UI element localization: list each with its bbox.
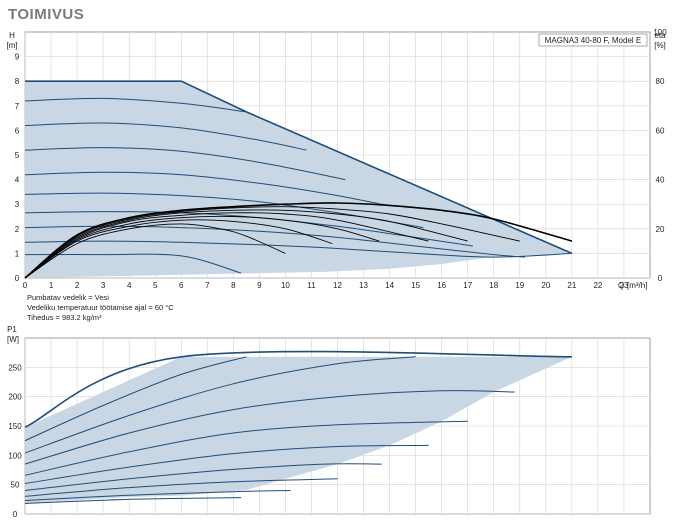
head-y-tick-label: 3 [15,200,20,209]
efficiency-curve-2 [24,219,333,279]
head-y-tick-label: 7 [15,102,20,111]
x-axis-label-unit: [m³/h] [627,281,647,290]
head-y-tick-label: 1 [15,249,20,258]
head-curve-1 [24,97,247,113]
power-curve-4 [24,390,515,465]
head-y-tick-label: 4 [15,176,20,185]
head-envelope-area [25,81,572,278]
head-x-tick-label: 18 [489,281,498,290]
power-curve-8 [24,478,338,497]
head-x-tick-label: 5 [153,281,158,290]
head-ylabel-symbol: H [9,31,15,40]
power-ylabel-unit: [W] [7,335,19,344]
head-x-tick-label: 22 [593,281,602,290]
head-x-tick-label: 9 [257,281,262,290]
efficiency-curve-3 [24,215,380,279]
eta-tick-label: 0 [658,274,663,283]
note-liquid: Pumbatav vedelik = Vesi [27,293,109,302]
head-x-tick-label: 15 [411,281,420,290]
head-x-tick-label: 6 [179,281,184,290]
head-y-tick-label: 9 [15,53,20,62]
head-envelope-max-line [25,80,573,255]
power-y-tick-label: 100 [8,451,22,460]
power-curve-5 [24,420,468,476]
head-x-tick-label: 13 [359,281,368,290]
eta-tick-label: 100 [653,28,667,37]
power-curve-2 [24,356,247,442]
head-x-tick-label: 3 [101,281,106,290]
head-chart: 0 1 2 3 4 5 6 7 8 9 10 11 12 13 14 15 16 17 18 19 20 21 22 2301… [6,28,667,290]
head-x-tick-label: 12 [333,281,342,290]
efficiency-curve-6 [24,206,520,279]
eta-tick-label: 60 [656,126,665,135]
head-y-tick-label: 8 [15,77,20,86]
head-x-tick-label: 11 [307,281,316,290]
power-y-tick-label: 250 [8,363,22,372]
head-y-tick-label: 0 [15,274,20,283]
head-x-tick-label: 19 [515,281,524,290]
efficiency-curve-4 [24,212,429,279]
power-chart: 0 50 100 150 200 250 P1[W] [7,325,651,519]
x-axis-label-q: Q [618,281,624,290]
eta-label-unit: [%] [654,41,666,50]
power-ylabel-symbol: P1 [7,325,17,334]
power-y-tick-label: 150 [8,422,22,431]
head-x-tick-label: 7 [205,281,210,290]
head-x-tick-label: 21 [567,281,576,290]
head-curve-2 [24,122,307,151]
power-curve-1 [24,350,572,428]
power-curve-10 [24,497,242,504]
head-x-tick-label: 8 [231,281,236,290]
head-curve-9 [24,253,242,274]
efficiency-curve-5 [24,209,468,279]
power-curve-6 [24,444,429,484]
eta-label-symbol: eta [654,31,666,40]
head-x-tick-label: 23 [620,281,629,290]
head-x-tick-label: 1 [49,281,54,290]
eta-tick-label: 80 [656,77,665,86]
head-x-tick-label: 2 [75,281,80,290]
head-curve-4 [24,171,388,206]
power-curve-7 [24,463,382,491]
power-curve-9 [24,490,291,501]
power-y-tick-label: 50 [11,481,20,490]
efficiency-curve-1 [24,223,286,279]
head-ylabel-unit: [m] [6,41,17,50]
power-y-tick-label: 0 [13,510,18,519]
note-temperature: Vedeliku temperatuur töötamise ajal = 60… [27,303,174,312]
page-title: TOIMIVUS [8,6,85,23]
model-label: MAGNA3 40-80 F, Model E [545,36,641,45]
eta-tick-label: 40 [656,176,665,185]
power-curve-3 [24,356,416,454]
head-x-tick-label: 0 [23,281,28,290]
head-x-tick-label: 16 [437,281,446,290]
head-x-tick-label: 17 [463,281,472,290]
efficiency-curve-7 [24,202,573,279]
head-y-tick-label: 6 [15,126,20,135]
power-y-tick-label: 200 [8,393,22,402]
head-curve-3 [24,147,346,181]
model-label-box [538,33,648,47]
head-x-tick-label: 14 [385,281,394,290]
eta-tick-label: 20 [656,225,665,234]
head-x-tick-label: 4 [127,281,132,290]
head-y-tick-label: 2 [15,225,20,234]
note-density: Tihedus = 983.2 kg/m³ [27,313,102,322]
head-curve-8 [24,240,572,258]
head-x-tick-label: 10 [281,281,290,290]
head-x-tick-label: 20 [541,281,550,290]
power-envelope-area [25,356,572,504]
head-y-tick-label: 5 [15,151,20,160]
